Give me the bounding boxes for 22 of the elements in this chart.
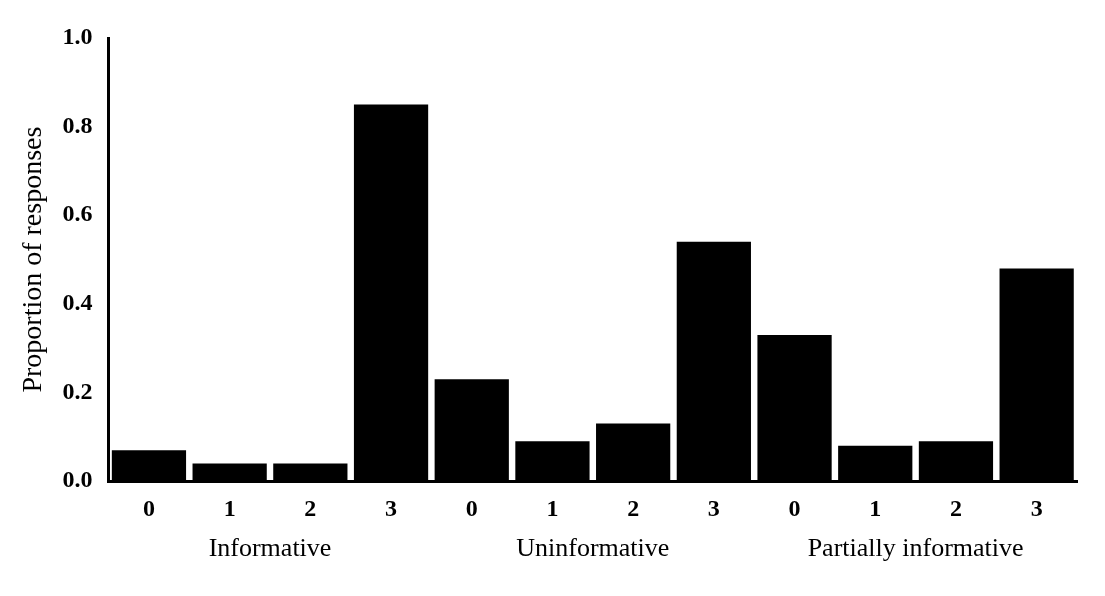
text: Partially informative <box>807 533 1024 563</box>
x-tick-label: 2 <box>949 494 962 521</box>
y-tick-label: 0.0 <box>62 466 93 493</box>
x-tick-label: 3 <box>707 494 720 521</box>
y-tick-label: 0.6 <box>62 200 93 227</box>
x-tick-label: 1 <box>223 494 236 521</box>
x-tick-label: 0 <box>142 494 155 521</box>
y-tick-label: 0.2 <box>62 377 93 404</box>
x-tick-label: 1 <box>869 494 882 521</box>
text: Uninformative <box>516 533 670 563</box>
y-tick-label: 0.8 <box>62 111 93 138</box>
y-tick-label: 0.4 <box>62 289 93 316</box>
x-tick-label: 2 <box>627 494 640 521</box>
x-tick-label: 1 <box>546 494 559 521</box>
x-tick-label: 0 <box>465 494 478 521</box>
x-tick-label: 0 <box>788 494 801 521</box>
y-axis-title: Proportion of responses <box>16 126 48 393</box>
x-tick-label: 3 <box>1030 494 1043 521</box>
text: Informative <box>208 533 332 563</box>
x-tick-label: 3 <box>385 494 398 521</box>
y-tick-label: 1.0 <box>62 23 93 50</box>
x-tick-label: 2 <box>304 494 317 521</box>
